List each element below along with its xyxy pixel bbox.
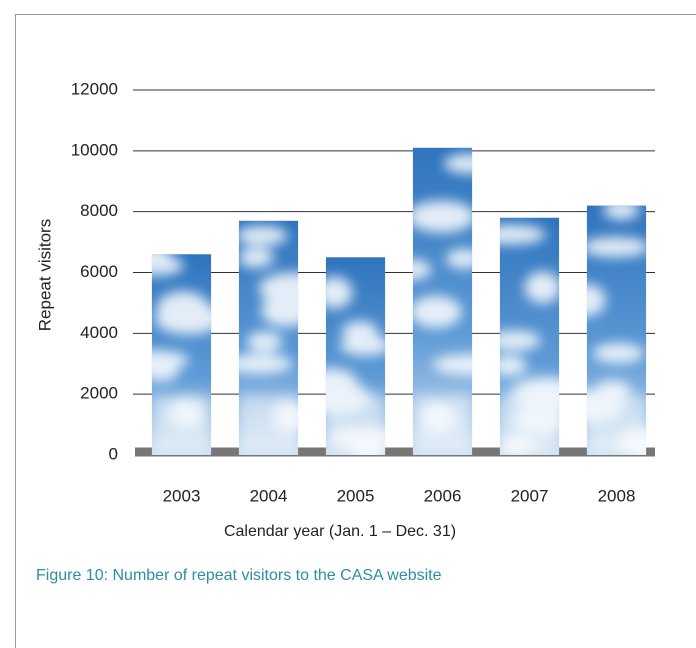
- caption: Figure 10: Number of repeat visitors to …: [36, 567, 442, 584]
- cloud: [325, 395, 386, 455]
- cloud: [412, 395, 473, 455]
- cloud: [258, 272, 299, 305]
- cloud: [443, 153, 473, 174]
- cloud: [151, 361, 179, 382]
- cloud: [412, 295, 462, 328]
- cloud: [151, 255, 184, 276]
- cloud: [499, 355, 527, 376]
- x-tick-label: 2008: [598, 486, 636, 505]
- y-tick-label: 12000: [71, 79, 118, 98]
- cloud: [238, 225, 288, 246]
- bar-texture: [499, 224, 560, 455]
- cloud: [339, 335, 386, 356]
- x-tick-label: 2005: [337, 486, 375, 505]
- cloud: [238, 395, 299, 455]
- x-tick-label: 2006: [424, 486, 462, 505]
- y-tick-label: 4000: [80, 323, 118, 342]
- bar-texture: [586, 205, 647, 455]
- frame: [15, 14, 696, 648]
- cloud: [499, 224, 546, 245]
- cloud: [499, 395, 560, 455]
- cloud: [238, 247, 274, 268]
- y-axis-label: Repeat visitors: [35, 219, 54, 331]
- bar-texture: [412, 153, 473, 455]
- x-tick-label: 2003: [163, 486, 201, 505]
- bar-texture: [325, 276, 386, 455]
- y-tick-label: 2000: [80, 384, 118, 403]
- cloud: [445, 248, 473, 269]
- cloud: [586, 237, 647, 258]
- x-tick-label: 2004: [250, 486, 288, 505]
- cloud: [592, 343, 645, 364]
- cloud: [499, 330, 541, 351]
- y-tick-label: 6000: [80, 262, 118, 281]
- cloud: [524, 271, 560, 304]
- bar-texture: [238, 225, 299, 455]
- cloud: [412, 259, 432, 280]
- bar-texture: [151, 254, 212, 455]
- y-tick-label: 10000: [71, 140, 118, 159]
- cloud: [151, 395, 212, 455]
- cloud: [154, 302, 212, 335]
- cloud: [325, 276, 353, 309]
- y-tick-label: 8000: [80, 201, 118, 220]
- y-tick-label: 0: [109, 444, 118, 463]
- cloud: [603, 205, 640, 220]
- cloud: [412, 200, 473, 233]
- x-axis-label: Calendar year (Jan. 1 – Dec. 31): [224, 523, 456, 540]
- cloud: [432, 354, 473, 375]
- cloud: [246, 331, 283, 352]
- x-tick-label: 2007: [511, 486, 549, 505]
- cloud: [238, 353, 293, 374]
- cloud: [586, 395, 647, 455]
- cloud: [586, 284, 606, 317]
